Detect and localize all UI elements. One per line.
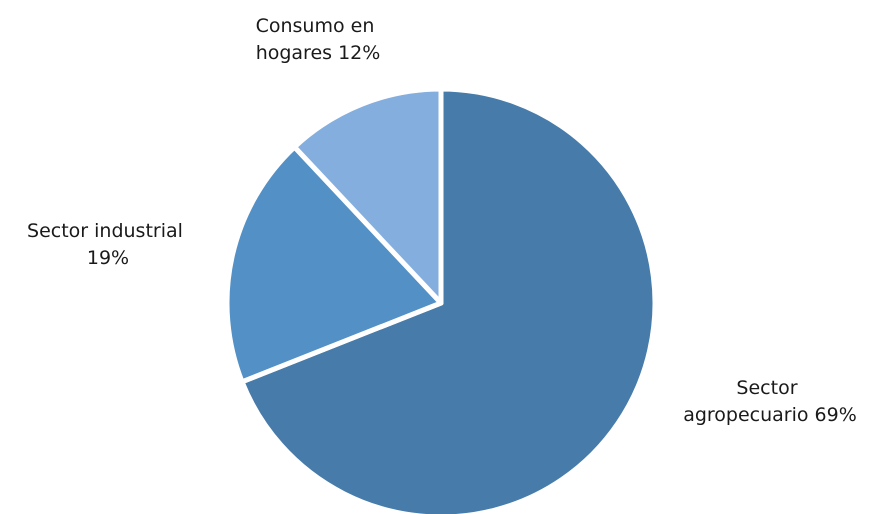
slice-label-sector-industrial: Sector industrial 19% [27,220,189,269]
pie-slice-sector-agropecuario [239,86,658,514]
pie-slices [224,86,658,514]
pie-slice-sector-industrial [224,144,444,385]
slice-label-sector-agropecuario: Sector agropecuario 69% [683,377,857,426]
slice-label-consumo-en-hogares: Consumo en hogares 12% [256,15,381,64]
pie-slice-consumo-en-hogares [292,86,444,306]
